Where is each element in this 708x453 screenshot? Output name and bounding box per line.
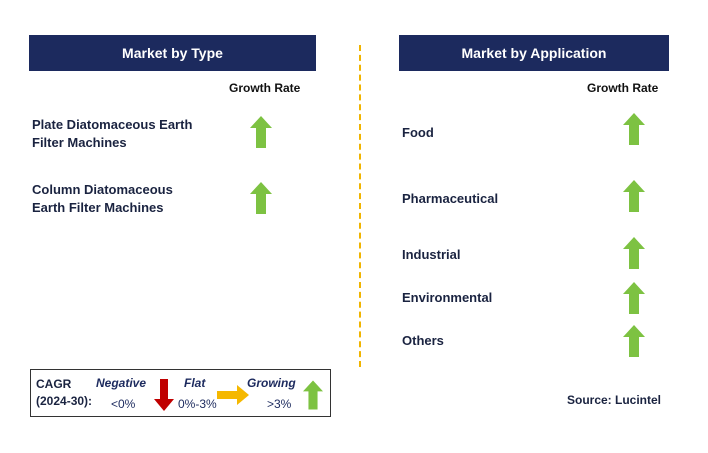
application-item-environmental: Environmental — [402, 290, 493, 305]
negative-label: Negative — [96, 376, 147, 390]
growth-up-arrow-icon — [623, 325, 645, 357]
market-by-type-header: Market by Type — [29, 35, 316, 71]
type-growth-rate-label: Growth Rate — [229, 81, 301, 95]
application-item-food: Food — [402, 125, 434, 140]
flat-label: Flat — [184, 376, 206, 390]
cagr-label-line2: (2024-30): — [36, 394, 93, 408]
cagr-legend: CAGR (2024-30): Negative <0% Flat 0%-3% … — [30, 369, 331, 417]
type-item-column-line1: Column Diatomaceous — [32, 182, 173, 197]
application-item-others: Others — [402, 333, 444, 348]
negative-value: <0% — [111, 397, 136, 411]
cagr-label: CAGR (2024-30): — [36, 376, 92, 410]
growth-up-arrow-icon — [623, 282, 645, 314]
growth-up-arrow-icon — [623, 237, 645, 269]
type-item-plate-line1: Plate Diatomaceous Earth — [32, 117, 193, 132]
application-item-industrial: Industrial — [402, 247, 461, 262]
growth-up-arrow-icon — [250, 182, 272, 214]
growth-up-arrow-icon — [623, 180, 645, 212]
growing-label: Growing — [247, 376, 296, 390]
application-growth-rate-label: Growth Rate — [587, 81, 659, 95]
panel-divider — [359, 45, 361, 367]
growing-value: >3% — [267, 397, 292, 411]
flat-value: 0%-3% — [178, 397, 217, 411]
market-by-application-header: Market by Application — [399, 35, 669, 71]
application-item-pharmaceutical: Pharmaceutical — [402, 191, 499, 206]
growth-up-arrow-icon — [250, 116, 272, 148]
source-note: Source: Lucintel — [567, 393, 662, 407]
type-item-column: Column Diatomaceous Earth Filter Machine… — [32, 181, 173, 217]
flat-right-arrow-icon — [217, 385, 249, 405]
growth-up-arrow-icon — [623, 113, 645, 145]
type-item-plate-line2: Filter Machines — [32, 135, 127, 150]
cagr-label-line1: CAGR — [36, 377, 72, 391]
negative-down-arrow-icon — [154, 379, 174, 411]
type-item-column-line2: Earth Filter Machines — [32, 200, 164, 215]
growing-up-arrow-icon — [303, 380, 323, 410]
type-item-plate: Plate Diatomaceous Earth Filter Machines — [32, 116, 192, 152]
